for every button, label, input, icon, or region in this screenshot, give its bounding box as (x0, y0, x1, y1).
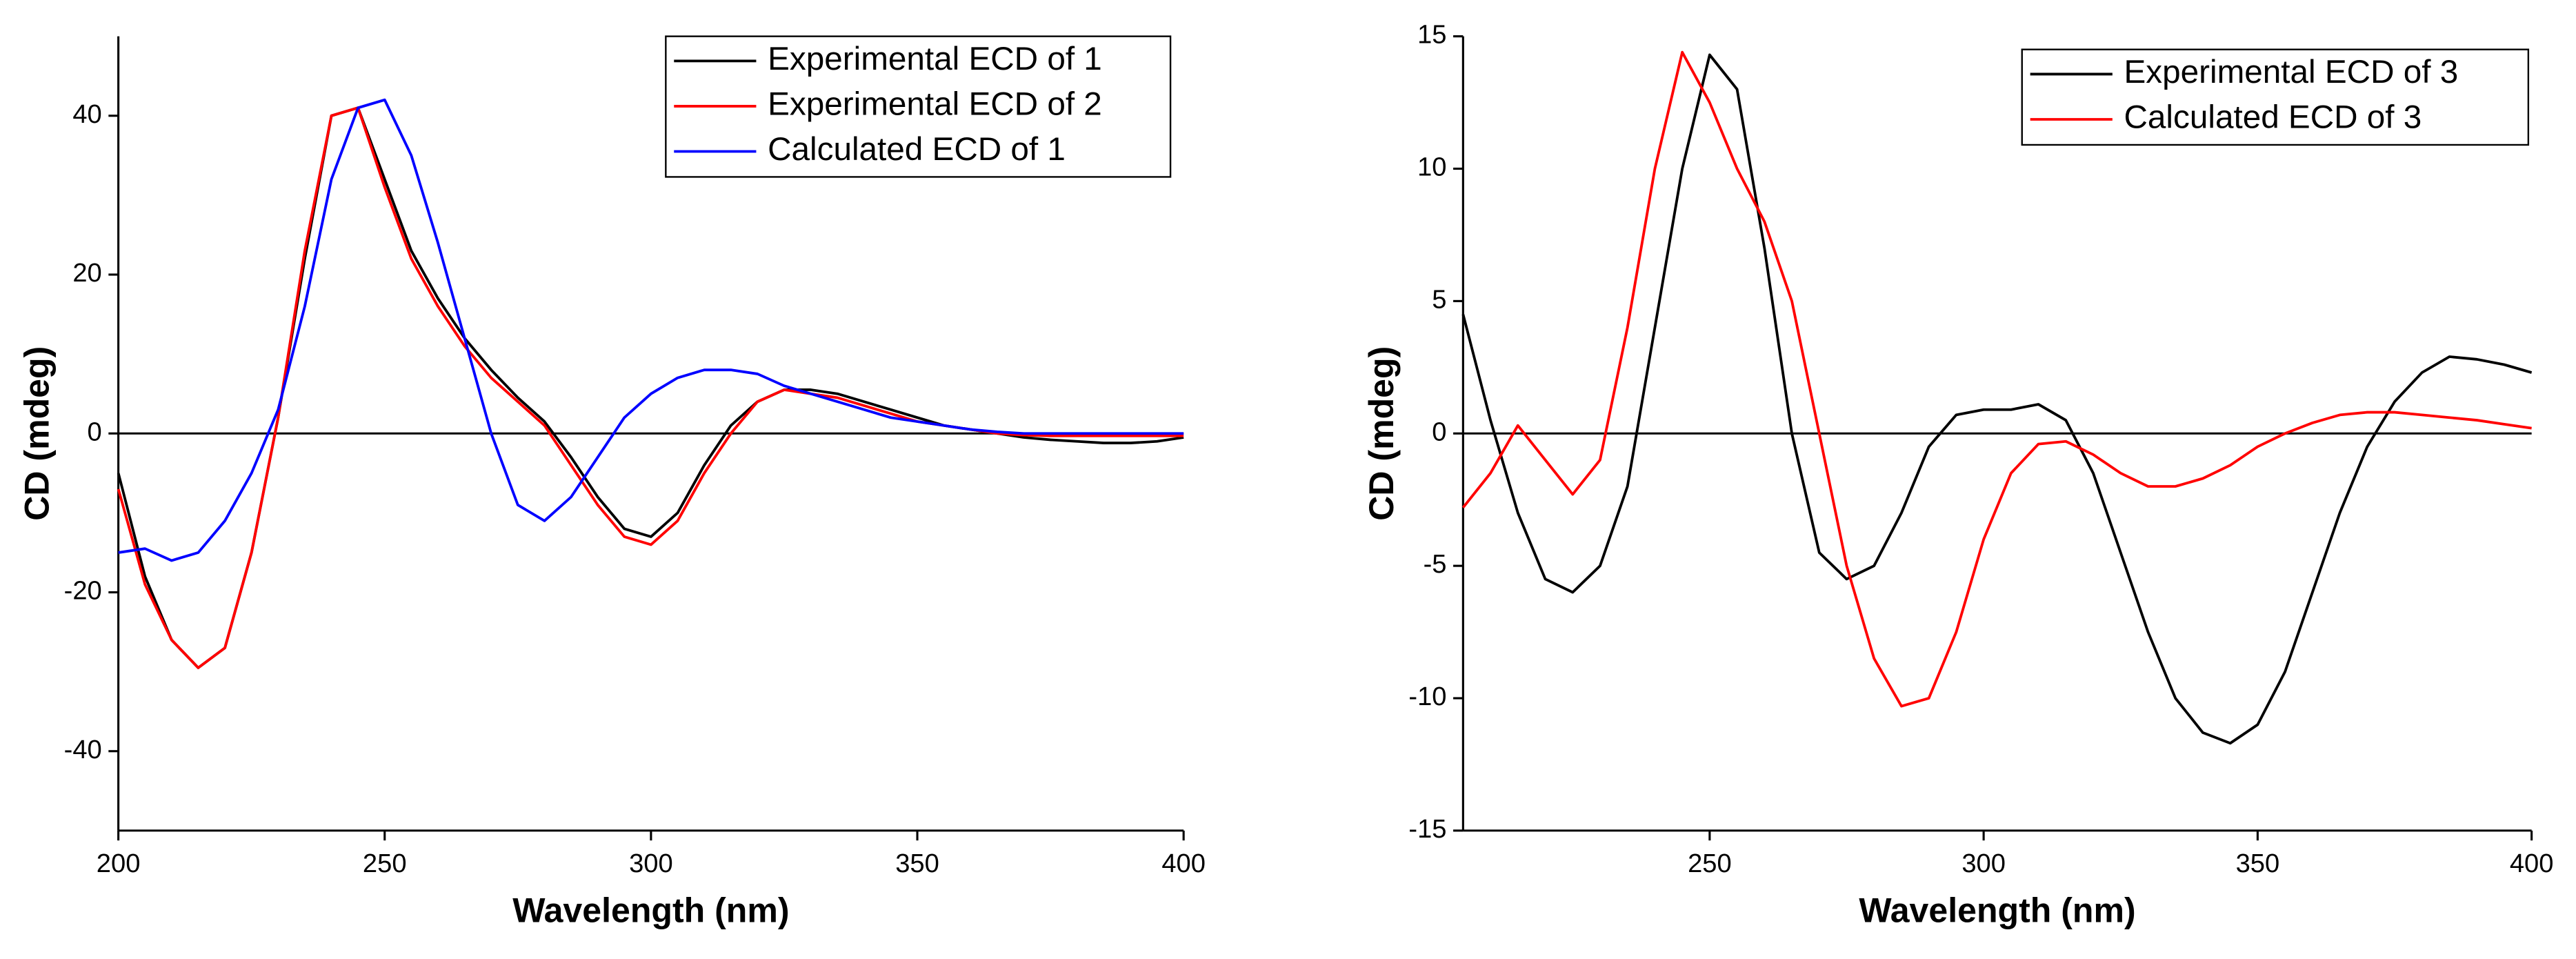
legend-label: Experimental ECD of 1 (768, 41, 1102, 77)
x-axis-title: Wavelength (nm) (512, 891, 789, 929)
legend-box (2021, 48, 2530, 146)
x-axis-title: Wavelength (nm) (1859, 891, 2135, 929)
legend-label: Experimental ECD of 3 (2124, 54, 2459, 90)
data-line (118, 98, 1184, 562)
y-tick-label: -5 (1424, 549, 1447, 579)
x-tick-label: 250 (363, 849, 407, 878)
y-tick-label: 5 (1432, 284, 1446, 314)
y-tick-label: -40 (64, 735, 102, 764)
x-tick-label: 400 (2510, 849, 2554, 878)
y-tick-label: 10 (1417, 152, 1446, 182)
legend-label: Calculated ECD of 1 (768, 131, 1066, 168)
data-line (117, 106, 1184, 669)
x-tick-label: 200 (97, 849, 141, 878)
x-tick-label: 250 (1688, 849, 1732, 878)
y-tick-label: -15 (1408, 814, 1446, 844)
y-tick-label: -10 (1408, 682, 1446, 711)
legend-label: Calculated ECD of 3 (2124, 99, 2422, 136)
y-axis-title: CD (mdeg) (1362, 346, 1401, 521)
legend-label: Experimental ECD of 2 (768, 86, 1102, 123)
y-tick-label: 0 (1432, 417, 1446, 446)
x-tick-label: 300 (629, 849, 673, 878)
y-tick-label: 20 (72, 258, 101, 288)
data-line (117, 106, 1184, 669)
data-line (1461, 50, 2532, 708)
x-tick-label: 400 (1161, 849, 1206, 878)
y-axis-title: CD (mdeg) (17, 346, 56, 521)
y-tick-label: -20 (64, 576, 102, 606)
y-tick-label: 40 (72, 99, 101, 129)
x-tick-label: 350 (2236, 849, 2280, 878)
x-tick-label: 300 (1961, 849, 2006, 878)
x-tick-label: 350 (895, 849, 939, 878)
y-tick-label: 15 (1417, 20, 1446, 50)
data-line (1461, 53, 2533, 745)
y-tick-label: 0 (88, 417, 102, 446)
